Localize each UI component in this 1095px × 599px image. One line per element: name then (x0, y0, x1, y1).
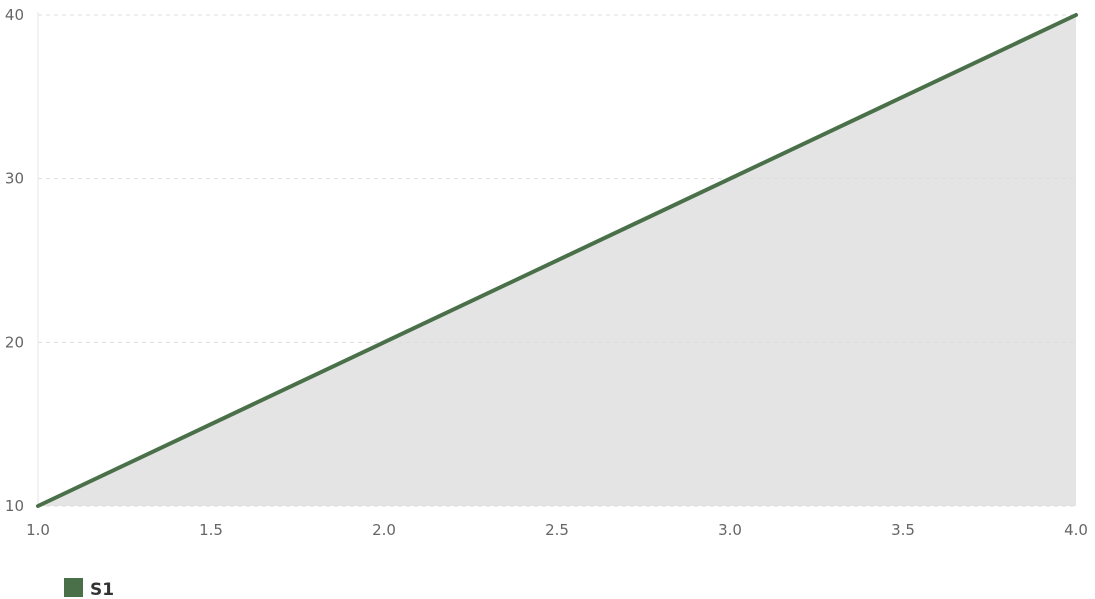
x-tick-label: 1.5 (199, 521, 223, 539)
area-fill-s1 (38, 15, 1076, 506)
series-line-s1 (36, 13, 1078, 508)
x-tick-label: 3.0 (718, 521, 742, 539)
x-tick-label: 4.0 (1064, 521, 1088, 539)
x-tick-label: 3.5 (891, 521, 915, 539)
y-tick-label: 30 (5, 170, 24, 188)
y-tick-label: 40 (5, 6, 24, 24)
y-tick-label: 20 (5, 333, 24, 351)
x-tick-label: 2.5 (545, 521, 569, 539)
legend-label-s1: S1 (90, 580, 114, 599)
x-tick-label: 2.0 (372, 521, 396, 539)
y-tick-label: 10 (5, 497, 24, 515)
legend-swatch-s1 (64, 578, 83, 597)
x-tick-label: 1.0 (26, 521, 50, 539)
